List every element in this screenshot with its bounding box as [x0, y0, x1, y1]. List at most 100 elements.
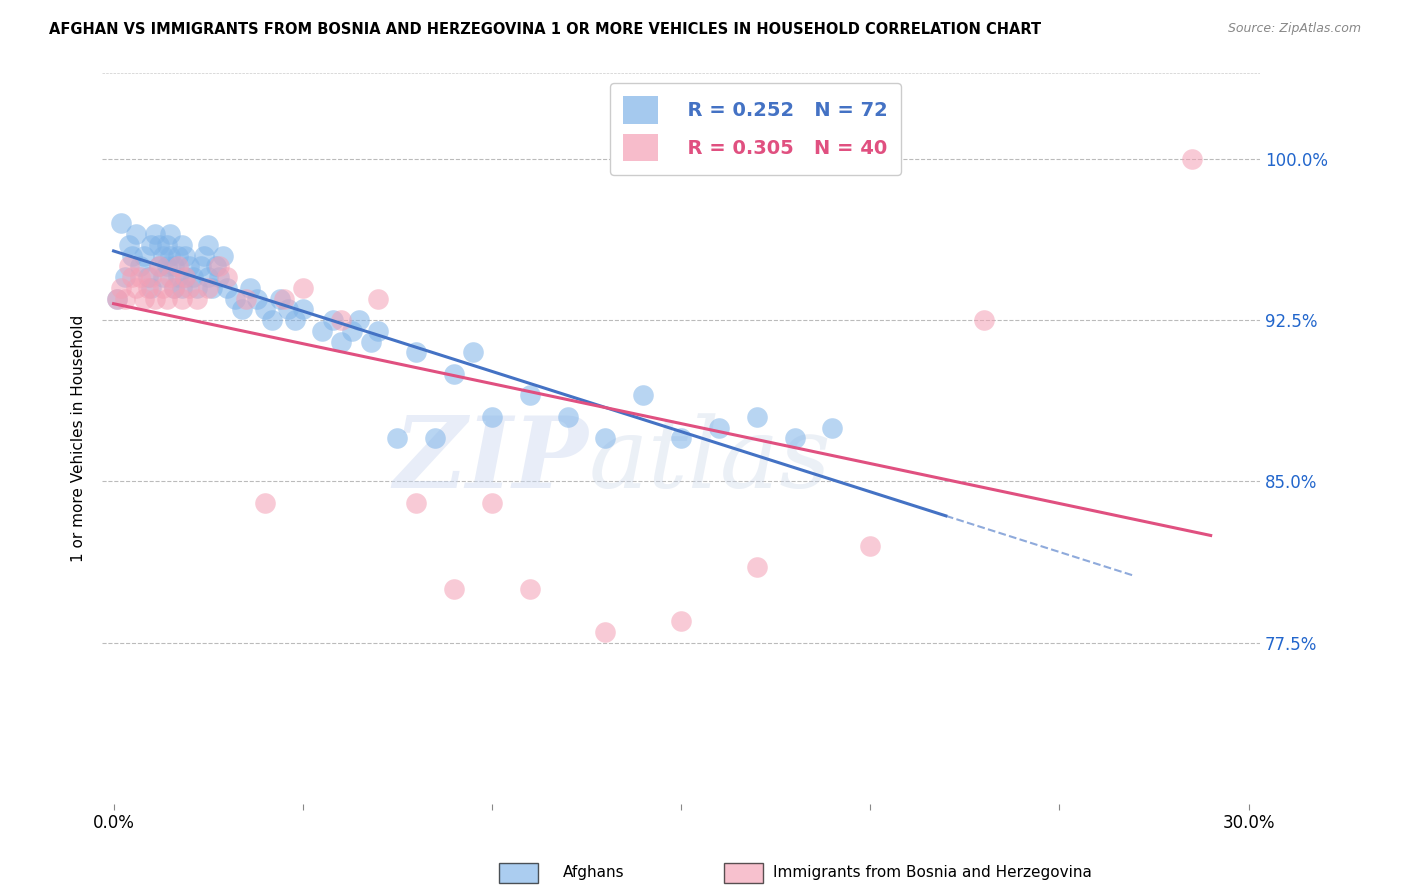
- Point: [167, 249, 190, 263]
- Point: [186, 281, 208, 295]
- Point: [141, 270, 163, 285]
- Point: [110, 217, 132, 231]
- Point: [159, 270, 181, 285]
- Point: [239, 281, 262, 295]
- Point: [118, 238, 141, 252]
- Point: [186, 292, 208, 306]
- Point: [291, 281, 314, 295]
- Point: [148, 238, 170, 252]
- Point: [519, 582, 541, 596]
- Text: Source: ZipAtlas.com: Source: ZipAtlas.com: [1227, 22, 1361, 36]
- Point: [204, 260, 226, 274]
- Point: [557, 409, 579, 424]
- Point: [118, 260, 141, 274]
- Point: [167, 270, 190, 285]
- Point: [190, 260, 212, 274]
- Point: [481, 409, 503, 424]
- Point: [322, 313, 344, 327]
- Point: [170, 292, 193, 306]
- Point: [821, 421, 844, 435]
- Point: [143, 227, 166, 242]
- Point: [105, 292, 128, 306]
- Point: [179, 260, 201, 274]
- Point: [973, 313, 995, 327]
- Point: [231, 302, 253, 317]
- Point: [193, 249, 215, 263]
- Point: [179, 281, 201, 295]
- Point: [224, 292, 246, 306]
- Point: [129, 260, 152, 274]
- Point: [859, 539, 882, 553]
- Point: [284, 313, 307, 327]
- Point: [253, 302, 276, 317]
- Point: [152, 270, 174, 285]
- Legend:   R = 0.252   N = 72,   R = 0.305   N = 40: R = 0.252 N = 72, R = 0.305 N = 40: [610, 83, 901, 175]
- Text: AFGHAN VS IMMIGRANTS FROM BOSNIA AND HERZEGOVINA 1 OR MORE VEHICLES IN HOUSEHOLD: AFGHAN VS IMMIGRANTS FROM BOSNIA AND HER…: [49, 22, 1042, 37]
- Point: [152, 249, 174, 263]
- Point: [277, 302, 299, 317]
- Point: [170, 281, 193, 295]
- Point: [136, 281, 159, 295]
- Point: [707, 421, 730, 435]
- Point: [1181, 152, 1204, 166]
- Point: [132, 249, 155, 263]
- Point: [167, 260, 190, 274]
- Point: [148, 260, 170, 274]
- Text: Immigrants from Bosnia and Herzegovina: Immigrants from Bosnia and Herzegovina: [773, 865, 1092, 880]
- Point: [105, 292, 128, 306]
- Point: [208, 270, 231, 285]
- Point: [170, 238, 193, 252]
- Point: [311, 324, 333, 338]
- Point: [197, 270, 219, 285]
- Point: [519, 388, 541, 402]
- Point: [208, 260, 231, 274]
- Point: [745, 409, 768, 424]
- Point: [125, 281, 148, 295]
- Point: [197, 281, 219, 295]
- Point: [141, 281, 163, 295]
- Point: [152, 281, 174, 295]
- Point: [367, 324, 389, 338]
- Point: [129, 270, 152, 285]
- Point: [367, 292, 389, 306]
- Point: [155, 260, 177, 274]
- Point: [215, 281, 238, 295]
- Point: [423, 432, 446, 446]
- Point: [136, 270, 159, 285]
- Point: [269, 292, 291, 306]
- Point: [155, 292, 177, 306]
- Point: [349, 313, 371, 327]
- Point: [461, 345, 484, 359]
- Point: [197, 238, 219, 252]
- Point: [405, 496, 427, 510]
- Point: [253, 496, 276, 510]
- Point: [114, 270, 136, 285]
- Point: [181, 270, 204, 285]
- Point: [387, 432, 409, 446]
- Point: [114, 292, 136, 306]
- Point: [125, 227, 148, 242]
- Point: [329, 313, 352, 327]
- Point: [405, 345, 427, 359]
- Point: [159, 249, 181, 263]
- Point: [215, 270, 238, 285]
- Point: [246, 292, 269, 306]
- Point: [174, 249, 197, 263]
- Point: [745, 560, 768, 574]
- Point: [443, 582, 465, 596]
- Point: [163, 281, 186, 295]
- Text: ZIP: ZIP: [394, 412, 589, 508]
- Point: [783, 432, 806, 446]
- Point: [273, 292, 295, 306]
- Text: atlas: atlas: [589, 413, 831, 508]
- Point: [291, 302, 314, 317]
- Point: [121, 249, 143, 263]
- Point: [595, 625, 617, 640]
- Y-axis label: 1 or more Vehicles in Household: 1 or more Vehicles in Household: [72, 315, 86, 562]
- Point: [159, 227, 181, 242]
- Point: [121, 270, 143, 285]
- Point: [155, 238, 177, 252]
- Point: [174, 270, 197, 285]
- Point: [132, 292, 155, 306]
- Point: [174, 270, 197, 285]
